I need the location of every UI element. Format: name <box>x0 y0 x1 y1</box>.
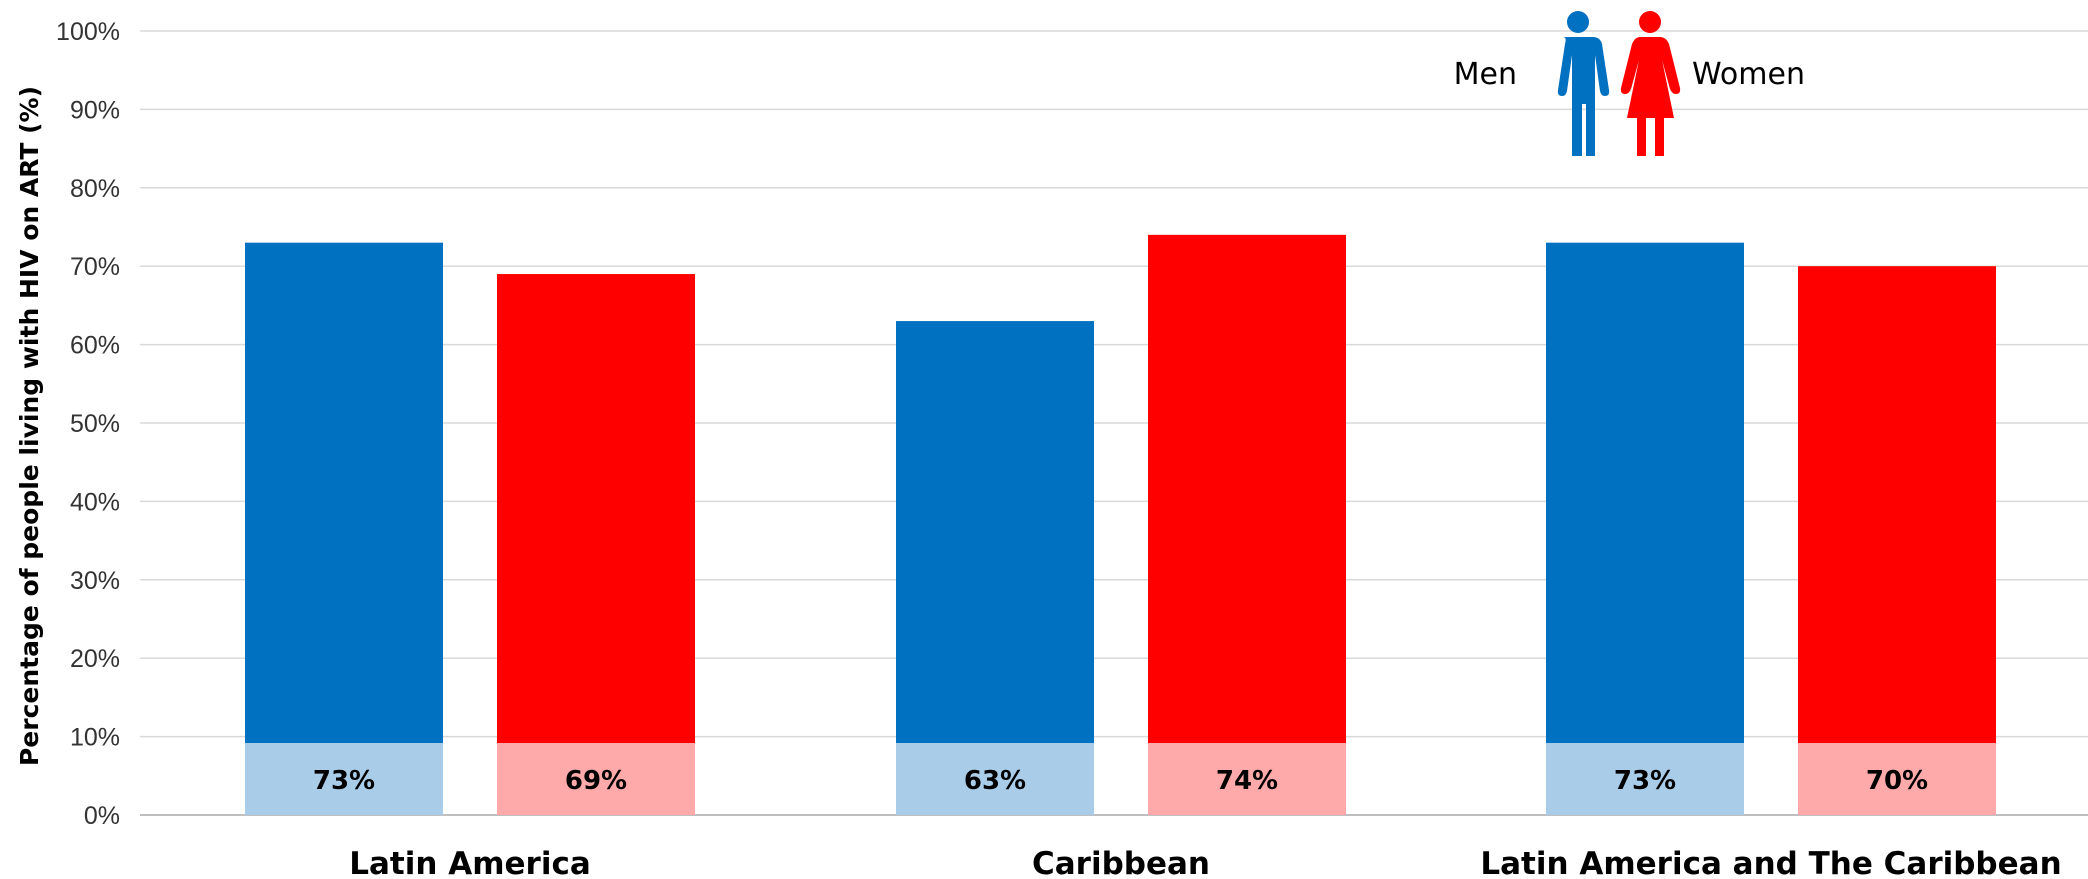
x-axis-categories: Latin America Caribbean Latin America and … <box>349 846 2061 879</box>
data-label-box-men-latin-america <box>245 743 443 815</box>
data-label-box-men-latin-america-and-the-caribbean <box>1546 743 1744 815</box>
legend: Men Women <box>1454 11 1805 156</box>
bar-men-latin-america-and-the-caribbean <box>1546 242 1744 815</box>
data-label-men-latin-america: 73% <box>313 766 375 796</box>
y-tick-label: 100% <box>56 18 120 46</box>
data-label-box-men-caribbean <box>896 743 1094 815</box>
man-icon <box>1557 11 1610 156</box>
y-tick-label: 50% <box>70 410 120 438</box>
y-tick-label: 0% <box>84 802 120 830</box>
bar-women-latin-america <box>497 274 695 815</box>
data-label-box-women-latin-america <box>497 743 695 815</box>
data-label-women-caribbean: 74% <box>1216 766 1278 796</box>
y-tick-label: 90% <box>70 96 120 124</box>
y-tick-label: 20% <box>70 645 120 673</box>
category-label: Latin America and The Caribbean <box>1480 846 2061 879</box>
legend-women-label: Women <box>1692 57 1805 92</box>
category-label: Latin America <box>349 846 591 879</box>
y-axis-label: Percentage of people living with HIV on … <box>15 86 44 766</box>
data-label-women-latin-america: 69% <box>565 766 627 796</box>
gridlines <box>140 30 2088 816</box>
bar-men-latin-america <box>245 242 443 815</box>
bar-men-caribbean <box>896 321 1094 815</box>
data-label-box-women-caribbean <box>1148 743 1346 815</box>
y-tick-label: 80% <box>70 175 120 203</box>
y-tick-label: 70% <box>70 253 120 281</box>
data-label-men-caribbean: 63% <box>964 766 1026 796</box>
y-tick-label: 10% <box>70 724 120 752</box>
y-tick-label: 60% <box>70 332 120 360</box>
bars: 73% 69% 63% 74% 73% 70% <box>245 234 1996 816</box>
data-label-women-latin-america-and-the-caribbean: 70% <box>1866 766 1928 796</box>
y-axis-ticks: 0% 10% 20% 30% 40% 50% 60% 70% 80% 90% 100% <box>56 18 120 830</box>
y-tick-label: 40% <box>70 488 120 516</box>
woman-icon <box>1620 11 1681 156</box>
data-label-men-latin-america-and-the-caribbean: 73% <box>1614 766 1676 796</box>
y-tick-label: 30% <box>70 567 120 595</box>
category-label: Caribbean <box>1032 846 1210 879</box>
bar-women-caribbean <box>1148 234 1346 816</box>
legend-men-label: Men <box>1454 57 1517 92</box>
data-label-box-women-latin-america-and-the-caribbean <box>1798 743 1996 815</box>
bar-women-latin-america-and-the-caribbean <box>1798 266 1996 815</box>
